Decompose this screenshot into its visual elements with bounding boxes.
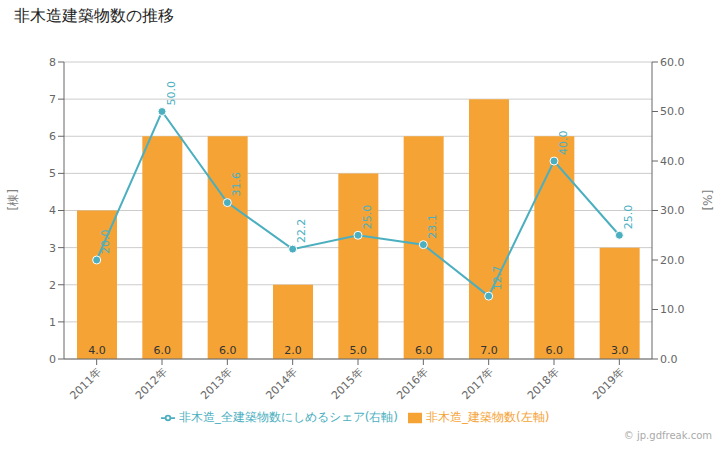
svg-text:2017年: 2017年	[460, 365, 497, 402]
svg-text:4.0: 4.0	[88, 344, 106, 357]
svg-text:40.0: 40.0	[660, 155, 685, 168]
svg-text:31.6: 31.6	[230, 172, 243, 196]
svg-text:7: 7	[49, 93, 56, 106]
svg-text:2015年: 2015年	[329, 365, 366, 402]
svg-text:6.0: 6.0	[154, 344, 172, 357]
svg-text:2016年: 2016年	[394, 365, 431, 402]
svg-text:50.0: 50.0	[660, 105, 685, 118]
html-text:非木造建築物数の推移: 非木造建築物数の推移	[14, 6, 174, 25]
svg-text:2012年: 2012年	[133, 365, 170, 402]
svg-text:0: 0	[49, 353, 56, 366]
html-text:非木造_建築物数(左軸): 非木造_建築物数(左軸)	[426, 410, 550, 424]
svg-text:2018年: 2018年	[525, 365, 562, 402]
svg-text:2014年: 2014年	[264, 365, 301, 402]
svg-text:25.0: 25.0	[622, 205, 635, 230]
svg-text:12.7: 12.7	[491, 266, 504, 290]
svg-text:50.0: 50.0	[165, 81, 178, 106]
svg-text:0.0: 0.0	[660, 353, 678, 366]
svg-text:3.0: 3.0	[611, 344, 629, 357]
svg-text:2: 2	[49, 279, 56, 292]
svg-text:4: 4	[49, 204, 56, 217]
svg-text:2.0: 2.0	[284, 344, 302, 357]
html-text:© jp.gdfreak.com: © jp.gdfreak.com	[623, 430, 712, 441]
svg-text:5: 5	[49, 167, 56, 180]
svg-text:2011年: 2011年	[68, 365, 105, 402]
svg-text:[%]: [%]	[700, 190, 714, 211]
svg-text:30.0: 30.0	[660, 204, 685, 217]
svg-text:7.0: 7.0	[480, 344, 498, 357]
svg-text:60.0: 60.0	[660, 56, 685, 69]
svg-text:8: 8	[49, 56, 56, 69]
svg-text:40.0: 40.0	[557, 131, 570, 156]
svg-text:3: 3	[49, 242, 56, 255]
svg-text:20.0: 20.0	[99, 230, 112, 255]
svg-text:5.0: 5.0	[350, 344, 368, 357]
svg-text:2013年: 2013年	[198, 365, 235, 402]
svg-text:6.0: 6.0	[546, 344, 564, 357]
svg-text:20.0: 20.0	[660, 254, 685, 267]
svg-text:2019年: 2019年	[590, 365, 627, 402]
svg-text:22.2: 22.2	[295, 219, 308, 244]
svg-text:6.0: 6.0	[415, 344, 433, 357]
svg-text:[棟]: [棟]	[6, 189, 20, 210]
svg-text:25.0: 25.0	[361, 205, 374, 230]
svg-text:6: 6	[49, 130, 56, 143]
svg-text:6.0: 6.0	[219, 344, 237, 357]
svg-text:23.1: 23.1	[426, 214, 439, 239]
svg-text:10.0: 10.0	[660, 303, 685, 316]
svg-text:1: 1	[49, 316, 56, 329]
html-text:非木造_全建築物数にしめるシェア(右軸): 非木造_全建築物数にしめるシェア(右軸)	[178, 410, 398, 424]
